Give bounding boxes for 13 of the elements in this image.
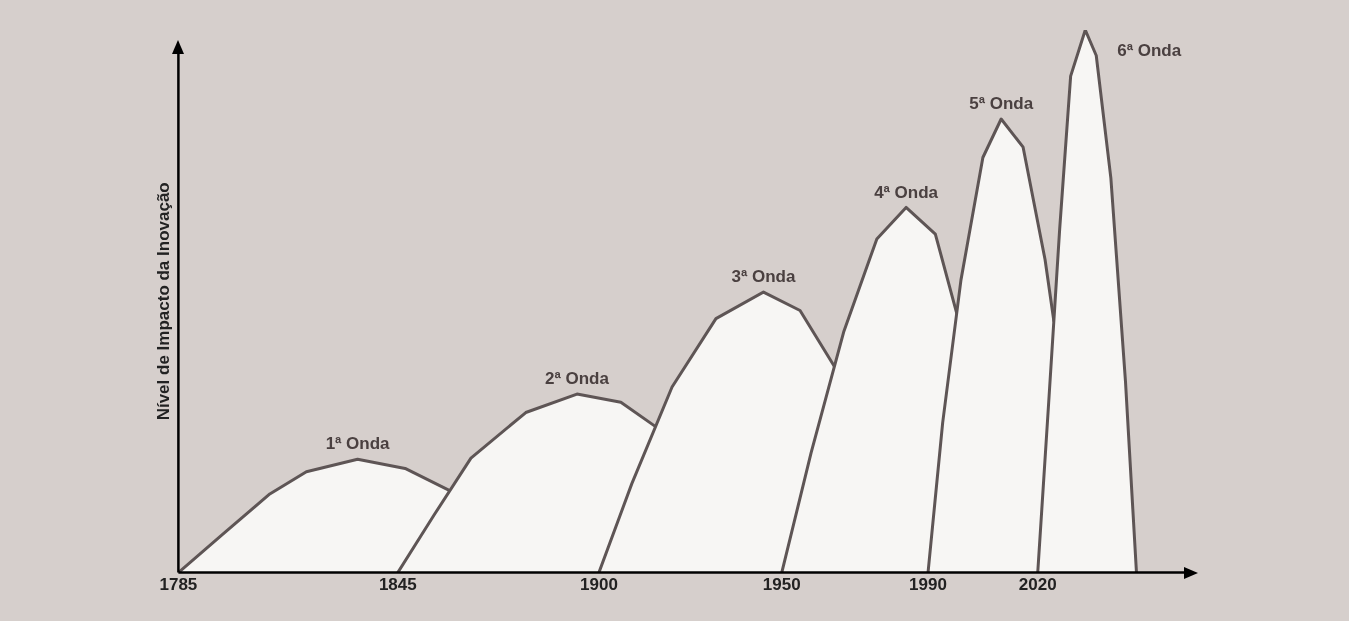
series-label: 1ª Onda: [325, 434, 391, 454]
x-tick-label: 1990: [909, 575, 947, 595]
x-tick-label: 1900: [580, 575, 618, 595]
x-tick-label: 1950: [762, 575, 801, 595]
x-tick-label: 1785: [159, 575, 198, 595]
x-tick-label: 1845: [378, 575, 417, 595]
x-tick-label: 2020: [1018, 575, 1057, 595]
series-label: 6ª Onda: [1117, 41, 1182, 61]
series-label: 5ª Onda: [969, 94, 1034, 114]
y-axis-title: Nível de Impacto da Inovação: [153, 182, 173, 421]
series-label: 3ª Onda: [731, 267, 796, 287]
series-label: 4ª Onda: [874, 182, 939, 202]
series-label: 2ª Onda: [545, 369, 610, 389]
